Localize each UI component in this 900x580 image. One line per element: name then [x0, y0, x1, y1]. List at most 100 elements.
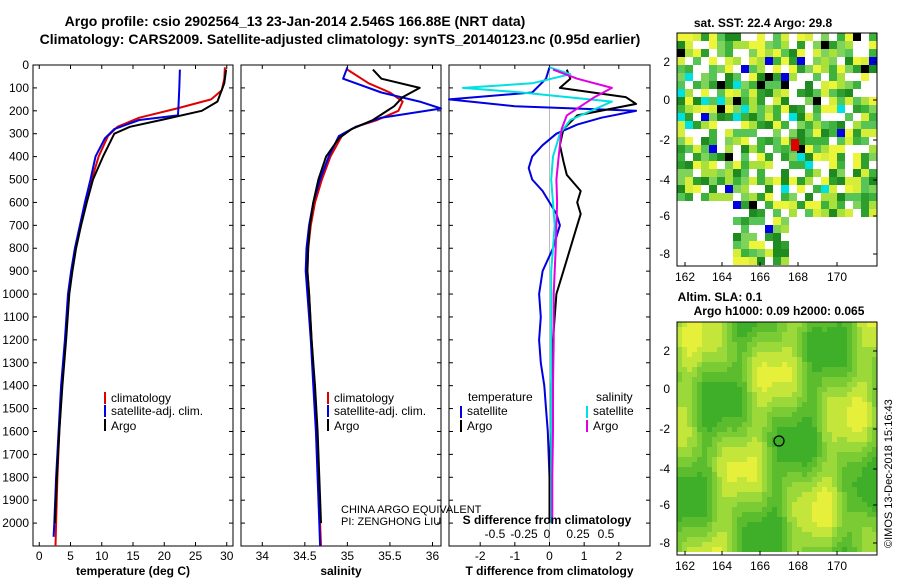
sst-cell: [733, 81, 741, 89]
sla-cell: [752, 457, 757, 462]
sla-cell: [822, 522, 827, 527]
sla-cell: [857, 467, 862, 472]
sla-cell: [812, 447, 817, 452]
sla-cell: [787, 367, 792, 372]
sla-cell: [707, 397, 712, 402]
sla-cell: [797, 487, 802, 492]
sla-cell: [762, 547, 767, 552]
sla-cell: [772, 332, 777, 337]
sla-cell: [862, 547, 867, 552]
sst-cell: [853, 161, 861, 169]
sst-cell: [701, 121, 709, 129]
sst-cell: [685, 193, 693, 201]
sst-cell: [685, 97, 693, 105]
map-y-tick-label: -6: [659, 498, 670, 512]
sla-cell: [852, 372, 857, 377]
sla-cell: [767, 457, 772, 462]
sla-cell: [827, 507, 832, 512]
sla-cell: [692, 457, 697, 462]
sla-cell: [862, 377, 867, 382]
sla-cell: [752, 422, 757, 427]
sst-cell: [869, 65, 877, 73]
sla-cell: [787, 497, 792, 502]
sst-cell: [829, 201, 837, 209]
sla-cell: [807, 497, 812, 502]
sla-cell: [827, 467, 832, 472]
sla-cell: [832, 507, 837, 512]
sla-cell: [722, 392, 727, 397]
sla-cell: [822, 507, 827, 512]
sla-cell: [692, 342, 697, 347]
sla-cell: [717, 547, 722, 552]
sst-cell: [837, 89, 845, 97]
sla-cell: [732, 482, 737, 487]
sla-cell: [702, 352, 707, 357]
sla-cell: [707, 367, 712, 372]
sla-cell: [867, 502, 872, 507]
sla-cell: [842, 362, 847, 367]
sla-cell: [727, 492, 732, 497]
sla-cell: [797, 352, 802, 357]
sla-cell: [692, 332, 697, 337]
sla-cell: [702, 502, 707, 507]
sla-cell: [717, 362, 722, 367]
sla-cell: [732, 367, 737, 372]
sla-cell: [847, 407, 852, 412]
sla-cell: [777, 422, 782, 427]
sla-cell: [837, 527, 842, 532]
sla-cell: [872, 472, 877, 477]
sla-cell: [732, 357, 737, 362]
sla-cell: [807, 472, 812, 477]
sla-cell: [752, 392, 757, 397]
sla-cell: [787, 482, 792, 487]
sla-cell: [752, 442, 757, 447]
sla-cell: [862, 462, 867, 467]
sla-cell: [852, 487, 857, 492]
sla-cell: [677, 422, 682, 427]
sla-cell: [717, 472, 722, 477]
sla-cell: [797, 492, 802, 497]
sla-cell: [692, 547, 697, 552]
sla-cell: [792, 387, 797, 392]
legend-s-argo-label: Argo: [593, 419, 619, 433]
sla-cell: [782, 477, 787, 482]
sla-cell: [677, 412, 682, 417]
sst-cell: [837, 65, 845, 73]
sla-cell: [717, 337, 722, 342]
sst-cell: [693, 145, 701, 153]
sla-cell: [732, 327, 737, 332]
sla-cell: [767, 362, 772, 367]
x-axis-label: salinity: [320, 564, 362, 578]
sla-cell: [752, 437, 757, 442]
sla-cell: [737, 462, 742, 467]
sst-cell: [805, 65, 813, 73]
sla-cell: [692, 382, 697, 387]
sla-cell: [732, 332, 737, 337]
sst-cell: [861, 201, 869, 209]
sst-cell: [749, 217, 757, 225]
sla-cell: [827, 447, 832, 452]
series-argo: [53, 69, 228, 524]
sla-cell: [847, 322, 852, 327]
sla-cell: [742, 372, 747, 377]
sla-cell: [787, 357, 792, 362]
sst-cell: [709, 185, 717, 193]
sla-cell: [697, 482, 702, 487]
sla-cell: [857, 527, 862, 532]
sla-cell: [832, 357, 837, 362]
sla-cell: [712, 437, 717, 442]
sla-cell: [867, 412, 872, 417]
x-tick-label: 0: [36, 549, 43, 563]
sla-cell: [832, 347, 837, 352]
sst-cell: [765, 89, 773, 97]
sla-cell: [762, 457, 767, 462]
sla-cell: [727, 482, 732, 487]
sla-cell: [682, 437, 687, 442]
sla-cell: [837, 377, 842, 382]
sla-cell: [732, 507, 737, 512]
sst-cell: [797, 49, 805, 57]
sst-cell: [733, 233, 741, 241]
sst-cell: [773, 209, 781, 217]
sst-cell: [781, 105, 789, 113]
sla-cell: [862, 442, 867, 447]
